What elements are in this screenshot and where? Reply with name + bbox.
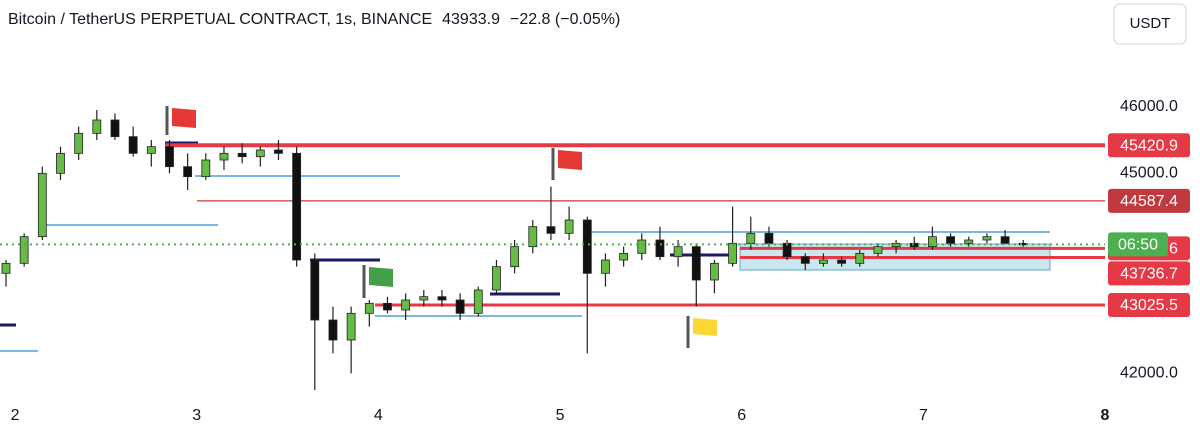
candle-body xyxy=(364,302,374,314)
candle-body xyxy=(401,299,411,311)
candle-body xyxy=(183,166,193,178)
level-badge xyxy=(1108,292,1190,317)
countdown-label: 06:50 xyxy=(1118,237,1158,254)
candle-body xyxy=(255,149,265,158)
candle-body xyxy=(1000,236,1010,244)
candle-body xyxy=(510,246,520,268)
candle-body xyxy=(928,236,937,248)
candle-body xyxy=(419,296,429,301)
candle-body xyxy=(800,256,810,264)
level-label: 45420.9 xyxy=(1120,137,1178,154)
candle-body xyxy=(74,132,84,154)
candle-body xyxy=(37,172,47,238)
price-change: −22.8 (−0.05%) xyxy=(510,11,620,28)
level-badge xyxy=(1108,188,1190,213)
candle-body xyxy=(473,289,483,314)
x-tick-label: 7 xyxy=(919,407,928,424)
last-price: 43933.9 xyxy=(442,11,500,28)
level-label: 43025.5 xyxy=(1120,297,1178,314)
candle-body xyxy=(764,232,774,244)
candle-body xyxy=(782,242,792,258)
candle-body xyxy=(601,259,610,274)
candle-body xyxy=(964,239,974,244)
level-label: 44587.4 xyxy=(1120,193,1178,210)
y-tick-label: 42000.0 xyxy=(1120,365,1178,382)
x-tick-label: 5 xyxy=(556,407,565,424)
flag xyxy=(165,106,196,135)
candle-body xyxy=(383,302,392,311)
candle-body xyxy=(837,259,847,264)
candle-body xyxy=(855,252,865,264)
candle-body xyxy=(637,239,647,254)
candle-body xyxy=(437,296,447,301)
flag xyxy=(362,265,393,298)
candle-body xyxy=(710,262,719,281)
candle-body xyxy=(546,226,556,234)
candle-body xyxy=(56,152,65,174)
x-tick-label: 6 xyxy=(737,407,746,424)
candle-body xyxy=(891,242,901,248)
candle-body xyxy=(746,232,756,244)
candle-body xyxy=(219,152,229,161)
candle-body xyxy=(110,119,120,138)
candle-body xyxy=(346,312,356,341)
candle-body xyxy=(819,259,828,264)
plot xyxy=(0,110,1105,390)
candle-body xyxy=(982,236,992,241)
candle-body xyxy=(455,299,465,314)
currency-label[interactable]: USDT xyxy=(1130,15,1171,32)
symbol: Bitcoin / TetherUS PERPETUAL CONTRACT, 1… xyxy=(8,11,432,28)
currency-button[interactable] xyxy=(1113,3,1187,45)
level-badge xyxy=(1108,261,1190,286)
candle-body xyxy=(728,242,738,264)
y-tick-label: 45000.0 xyxy=(1120,165,1178,182)
candle-body xyxy=(165,146,174,168)
candle-body xyxy=(292,152,302,261)
candle-body xyxy=(492,266,501,291)
candle-body xyxy=(328,319,338,341)
candle-body xyxy=(673,246,683,258)
x-tick-label: 2 xyxy=(11,407,20,424)
candle-body xyxy=(92,119,102,134)
y-tick-label: 46000.0 xyxy=(1120,98,1178,115)
candle-body xyxy=(655,239,665,258)
candle-body xyxy=(909,242,919,248)
candle-body xyxy=(19,236,29,264)
candle-body xyxy=(128,136,138,154)
x-tick-label: 4 xyxy=(374,407,383,424)
candle-body xyxy=(310,259,320,321)
candle-body xyxy=(146,146,156,154)
level-badge xyxy=(1108,133,1190,158)
candle-body xyxy=(528,226,538,248)
candle-body xyxy=(946,236,955,244)
candle-body xyxy=(1,262,11,274)
candle-body xyxy=(619,252,629,261)
candle-body xyxy=(691,246,701,281)
level-label: 43736.7 xyxy=(1120,266,1178,283)
scale: 42000.045000.046000.047000.045420.944587… xyxy=(1108,31,1190,382)
candle-body xyxy=(274,149,283,154)
candle-body xyxy=(564,219,574,234)
candle-body xyxy=(201,159,211,178)
x-tick-label: 8 xyxy=(1101,407,1110,424)
candle-body xyxy=(873,246,883,254)
flag xyxy=(686,316,717,348)
flag xyxy=(551,148,582,180)
candle-body xyxy=(582,219,592,274)
price-scale xyxy=(1105,0,1200,434)
drawings xyxy=(0,106,1051,352)
chart-title: Bitcoin / TetherUS PERPETUAL CONTRACT, 1… xyxy=(8,11,620,28)
candle-body xyxy=(237,152,247,158)
x-tick-label: 3 xyxy=(192,407,201,424)
countdown-badge xyxy=(1108,232,1168,257)
